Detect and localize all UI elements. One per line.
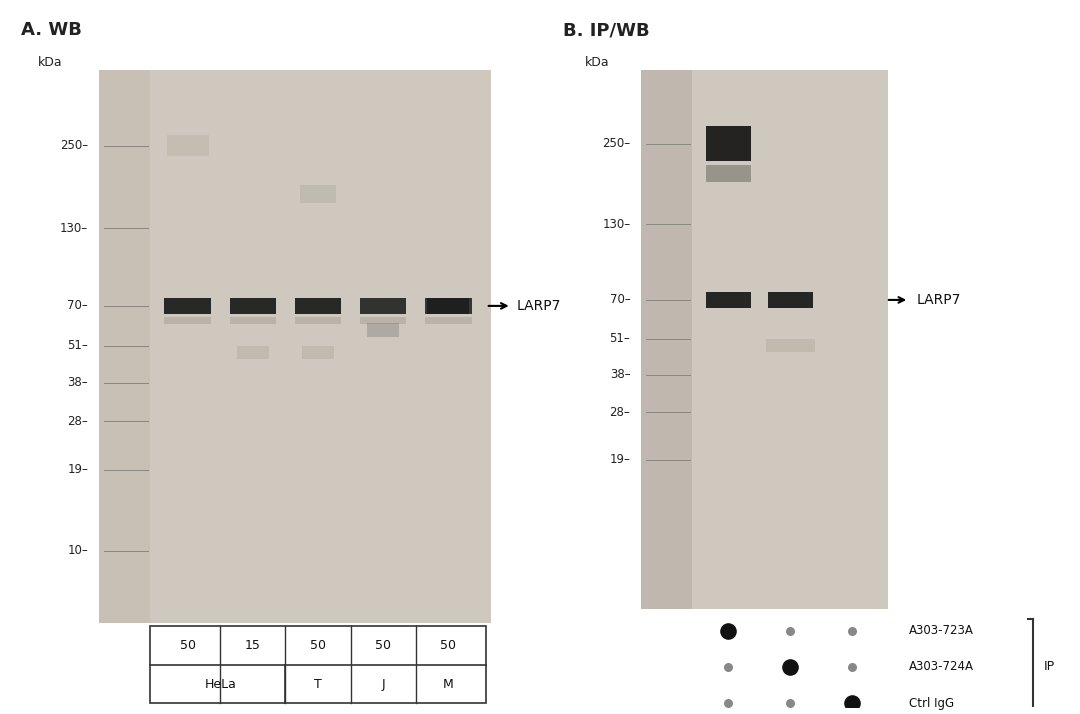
Text: HeLa: HeLa xyxy=(204,678,237,690)
Text: kDa: kDa xyxy=(38,56,63,69)
Point xyxy=(719,661,737,673)
Point xyxy=(719,698,737,709)
Bar xyxy=(164,298,212,313)
Text: Ctrl IgG: Ctrl IgG xyxy=(909,697,955,710)
Text: B. IP/WB: B. IP/WB xyxy=(564,21,650,39)
Text: 38–: 38– xyxy=(68,376,89,389)
Bar xyxy=(230,298,276,313)
Bar xyxy=(706,165,751,182)
Bar xyxy=(427,298,469,313)
Bar xyxy=(164,317,212,324)
Bar xyxy=(424,298,472,313)
Bar xyxy=(424,317,472,324)
Text: 250–: 250– xyxy=(60,139,89,152)
Point xyxy=(843,625,861,636)
Point xyxy=(843,661,861,673)
Text: T: T xyxy=(314,678,322,690)
Text: 19–: 19– xyxy=(67,463,89,476)
Point xyxy=(782,661,799,673)
Text: 50: 50 xyxy=(440,639,456,652)
Text: 51–: 51– xyxy=(609,332,631,346)
Text: 130–: 130– xyxy=(603,218,631,231)
Bar xyxy=(150,626,486,703)
Bar xyxy=(768,292,813,308)
Text: 28–: 28– xyxy=(609,406,631,418)
Text: IP: IP xyxy=(1043,660,1054,673)
Text: A303-724A: A303-724A xyxy=(909,660,974,673)
Text: 10–: 10– xyxy=(67,544,89,557)
Text: 38–: 38– xyxy=(610,368,631,381)
Bar xyxy=(706,292,751,308)
Bar xyxy=(360,317,406,324)
Text: 70–: 70– xyxy=(67,299,89,313)
Bar xyxy=(230,317,276,324)
Text: 250–: 250– xyxy=(603,137,631,151)
Text: 15: 15 xyxy=(245,639,261,652)
Bar xyxy=(640,70,692,609)
Bar xyxy=(300,185,336,203)
Text: LARP7: LARP7 xyxy=(516,299,562,313)
Point xyxy=(843,698,861,709)
Bar xyxy=(166,136,210,156)
Bar xyxy=(98,70,150,623)
Bar xyxy=(766,339,815,352)
Text: kDa: kDa xyxy=(585,56,610,69)
Bar xyxy=(706,126,751,161)
Text: 28–: 28– xyxy=(67,415,89,428)
Bar xyxy=(295,317,341,324)
Text: 50: 50 xyxy=(375,639,391,652)
Bar xyxy=(640,70,889,609)
Bar xyxy=(98,70,491,623)
Text: A. WB: A. WB xyxy=(22,21,82,39)
Bar xyxy=(237,346,269,359)
Text: 51–: 51– xyxy=(67,339,89,352)
Text: M: M xyxy=(443,678,454,690)
Text: 19–: 19– xyxy=(609,453,631,466)
Text: A303-723A: A303-723A xyxy=(909,624,974,637)
Text: 50: 50 xyxy=(310,639,326,652)
Bar xyxy=(360,298,406,313)
Bar xyxy=(295,298,341,313)
Text: J: J xyxy=(381,678,384,690)
Bar xyxy=(367,323,400,336)
Text: LARP7: LARP7 xyxy=(917,293,961,307)
Point xyxy=(782,698,799,709)
Text: 50: 50 xyxy=(180,639,195,652)
Point xyxy=(719,625,737,636)
Text: 130–: 130– xyxy=(60,221,89,234)
Bar xyxy=(301,346,334,359)
Point xyxy=(782,625,799,636)
Text: 70–: 70– xyxy=(609,293,631,306)
